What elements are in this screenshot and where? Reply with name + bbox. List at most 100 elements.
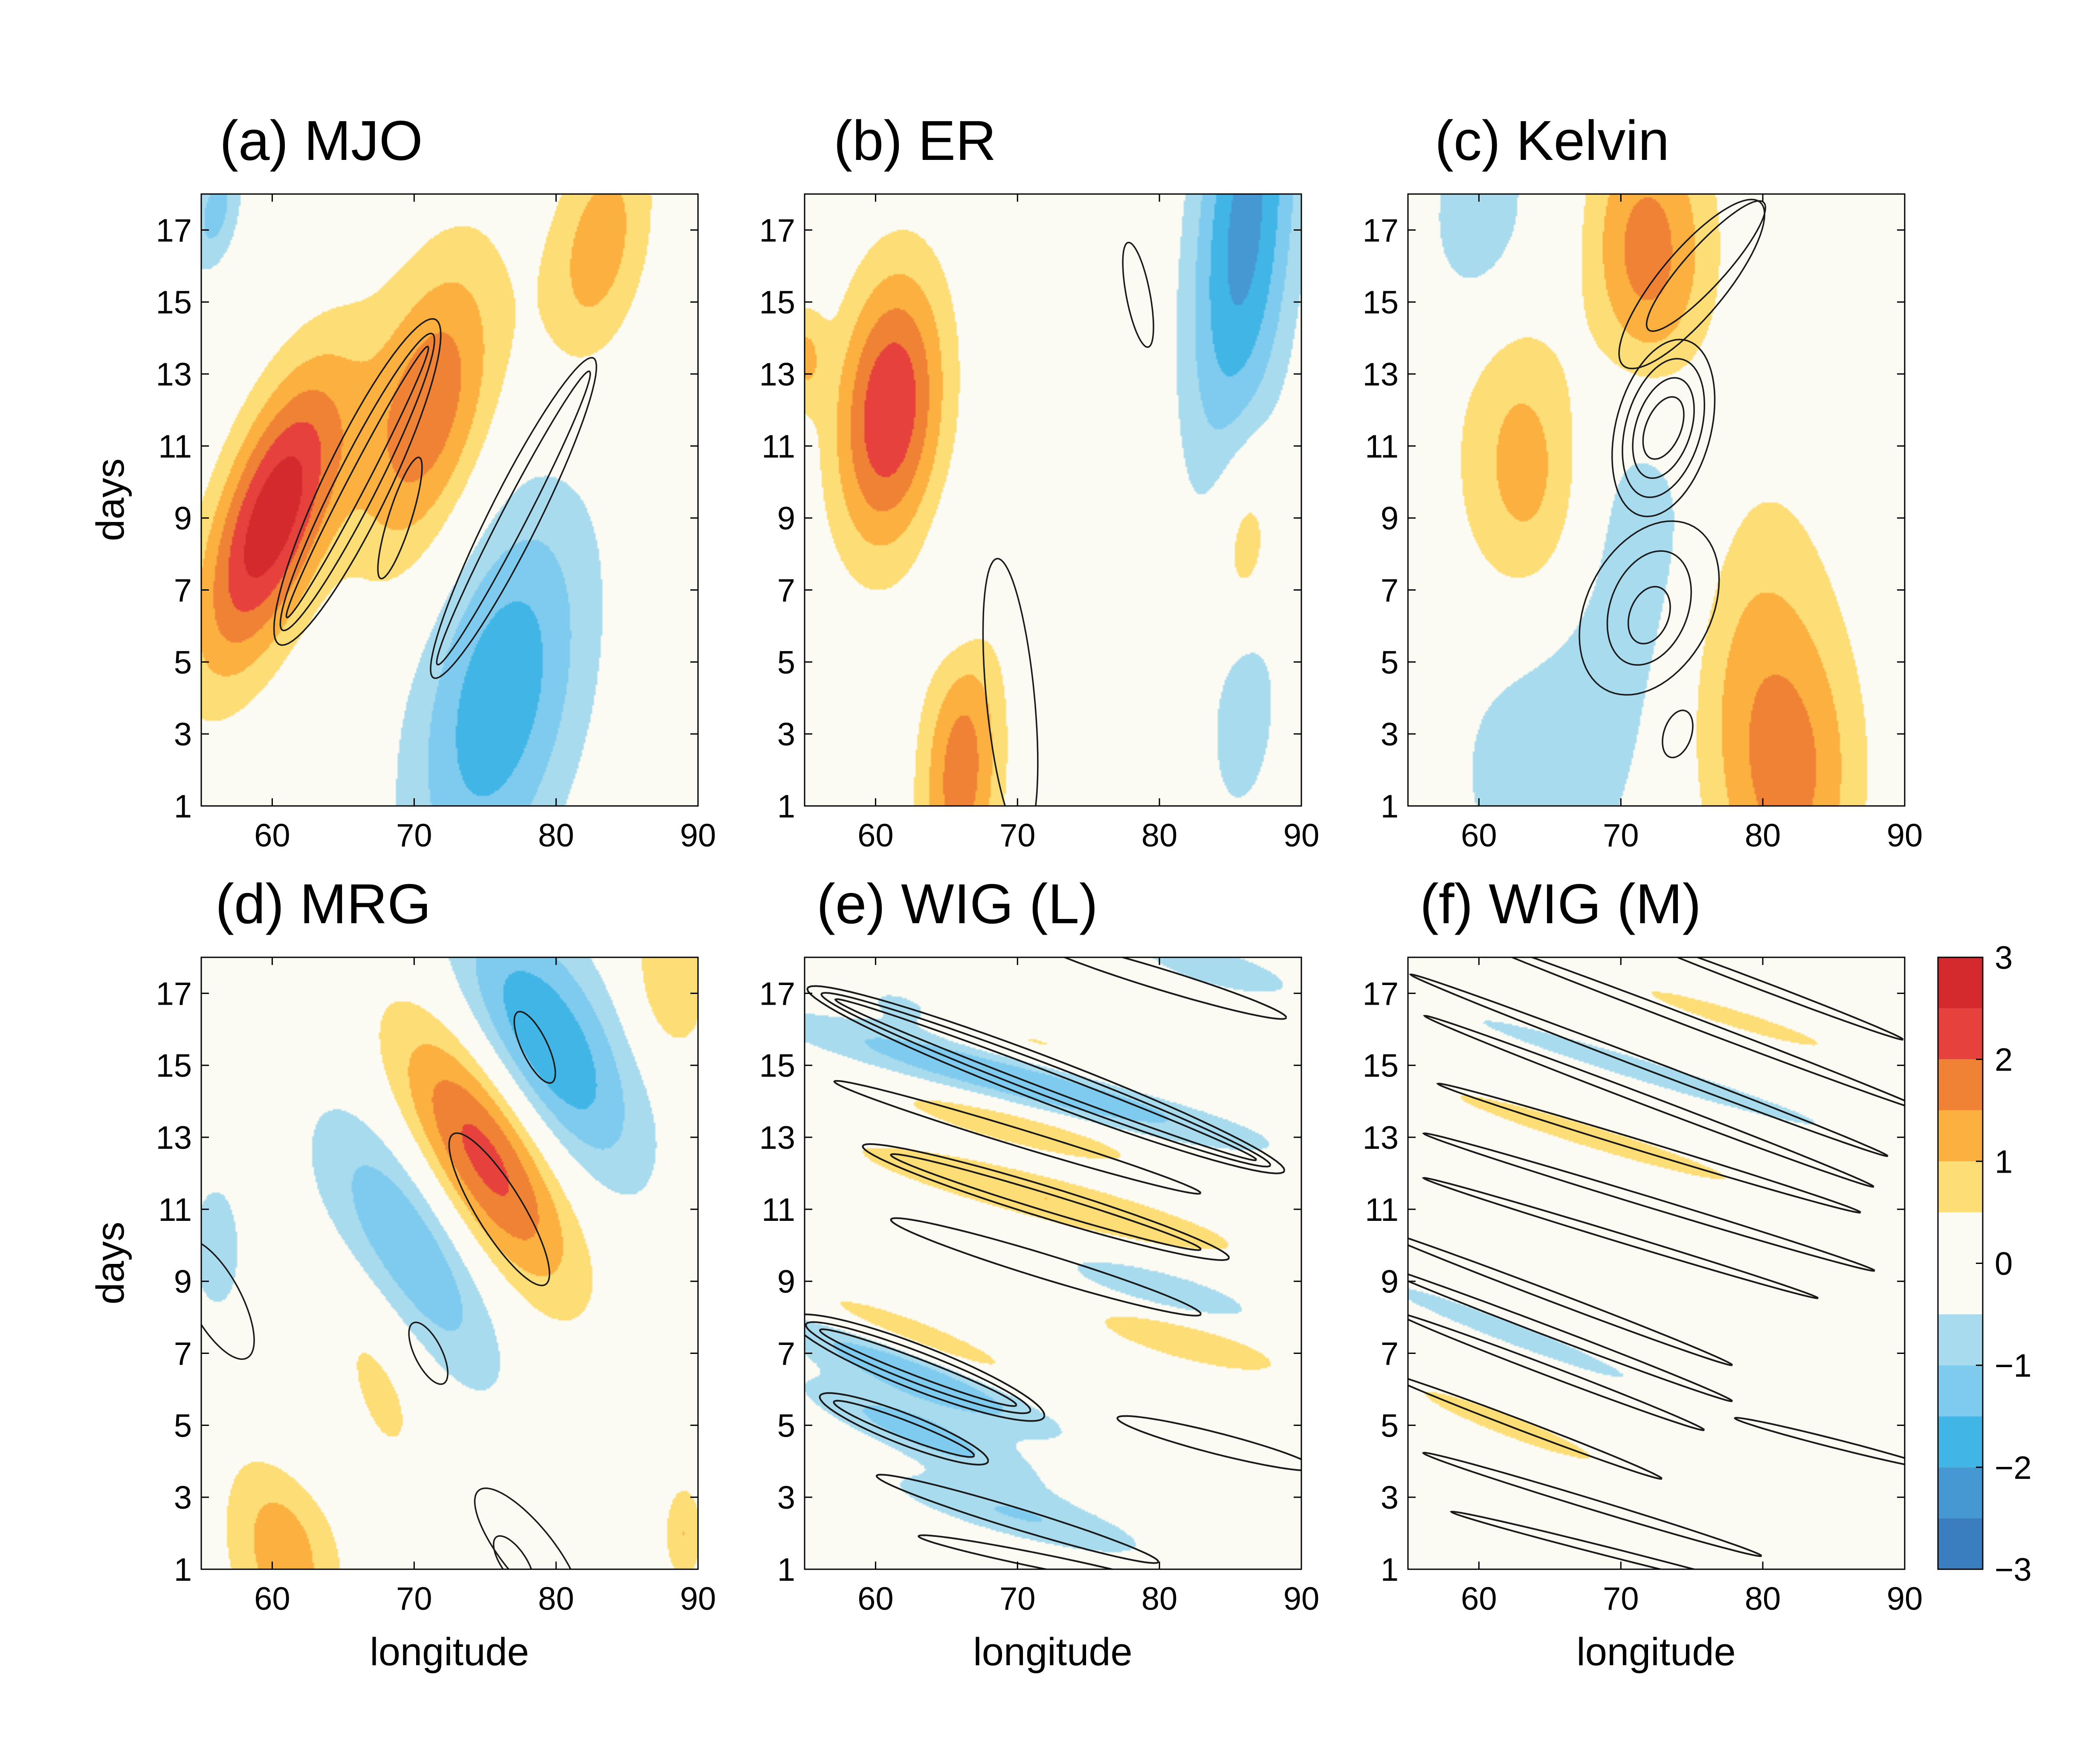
x-tick-label: 70 <box>396 817 432 854</box>
y-tick-label: 5 <box>777 644 795 681</box>
contour-line <box>474 1487 572 1569</box>
x-tick-label: 60 <box>857 817 894 854</box>
y-tick-label: 9 <box>174 501 192 537</box>
x-tick-label: 70 <box>999 1581 1036 1617</box>
contour-line <box>273 318 442 646</box>
y-tick-label: 11 <box>762 1192 795 1228</box>
y-tick-label: 1 <box>1381 1552 1399 1588</box>
colorbar-segment <box>1938 1059 1983 1110</box>
contour-line <box>1116 1415 1301 1472</box>
contour-line <box>448 1132 550 1287</box>
y-tick-label: 9 <box>777 1264 795 1300</box>
contour-line <box>1422 1452 1762 1557</box>
panel-d-mrg: (d) MRG days longitude 60 70 80 90135791113… <box>89 872 716 1674</box>
contour-line <box>875 1474 1159 1564</box>
x-tick-label: 80 <box>1141 817 1178 854</box>
contour-line <box>890 1217 1202 1317</box>
contour-lines <box>805 957 1301 1569</box>
colorbar-tick-label: −2 <box>1995 1450 2032 1486</box>
x-tick-label: 90 <box>1283 1581 1320 1617</box>
y-tick-label: 13 <box>156 1120 192 1156</box>
contour-line <box>1662 710 1694 759</box>
y-tick-label: 17 <box>1362 976 1399 1012</box>
contour-line <box>833 1080 1202 1195</box>
contour-line <box>408 1321 449 1385</box>
contour-line <box>861 1143 1230 1261</box>
contour-line <box>492 1535 532 1569</box>
contour-line <box>833 1400 975 1458</box>
x-tick-label: 90 <box>1887 1581 1923 1617</box>
y-tick-label: 11 <box>1365 429 1399 465</box>
colorbar-segment <box>1938 1212 1983 1315</box>
x-tick-label: 80 <box>538 817 574 854</box>
y-tick-label: 5 <box>1381 644 1399 681</box>
x-tick-label: 90 <box>1283 817 1320 854</box>
axes-frame <box>804 956 1302 1570</box>
y-tick-label: 17 <box>156 212 192 249</box>
y-tick-label: 15 <box>1362 284 1399 321</box>
y-tick-label: 11 <box>158 429 192 465</box>
x-tick-label: 80 <box>1141 1581 1178 1617</box>
y-tick-label: 15 <box>156 284 192 321</box>
contour-line <box>1627 586 1671 645</box>
colorbar-segment <box>1938 1518 1983 1569</box>
contour-line <box>1611 339 1716 517</box>
colorbar-segment <box>1938 1467 1983 1518</box>
colorbar-tick-label: 0 <box>1995 1246 2013 1282</box>
y-tick-label: 7 <box>1381 1336 1399 1372</box>
y-tick-label: 13 <box>156 356 192 393</box>
contour-line <box>805 1313 1046 1422</box>
y-tick-label: 7 <box>1381 573 1399 609</box>
colorbar-segment <box>1938 957 1983 1008</box>
y-tick-label: 1 <box>174 1552 192 1588</box>
field-shading <box>805 194 1301 806</box>
y-tick-label: 5 <box>174 1408 192 1444</box>
panel-title: (d) MRG <box>215 872 431 935</box>
y-tick-label: 17 <box>156 976 192 1012</box>
colorbar-tick-label: 1 <box>1995 1144 2013 1180</box>
colorbar-tick-label: −3 <box>1995 1552 2032 1588</box>
axes-frame <box>804 193 1302 807</box>
x-axis-label: longitude <box>1576 1630 1735 1674</box>
contour-line <box>1606 550 1692 666</box>
contour-line <box>377 456 423 580</box>
y-tick-label: 11 <box>1365 1192 1399 1228</box>
axes-frame <box>1407 193 1906 807</box>
contour-line <box>1675 957 1904 1041</box>
colorbar-segment <box>1938 1314 1983 1365</box>
contour-line <box>1408 974 1889 1157</box>
contour-line <box>834 998 1257 1161</box>
y-tick-label: 11 <box>158 1192 192 1228</box>
contour-line <box>1408 1273 1733 1403</box>
y-tick-label: 9 <box>174 1264 192 1300</box>
contour-line <box>805 1321 1031 1414</box>
panel-e-wig-l: (e) WIG (L) longitude 60 70 80 901357911131… <box>759 872 1319 1674</box>
x-tick-label: 60 <box>857 1581 894 1617</box>
contour-line <box>1408 1237 1733 1366</box>
contour-line <box>1618 198 1766 370</box>
contour-line <box>1422 1177 1819 1299</box>
panel-title: (a) MJO <box>220 109 423 172</box>
x-tick-label: 70 <box>396 1581 432 1617</box>
panel-f-wig-m: (f) WIG (M) longitude 60 70 80 901357911131… <box>1362 872 1923 1674</box>
colorbar-segment <box>1938 1008 1983 1060</box>
contour-line <box>819 1392 989 1466</box>
y-tick-label: 5 <box>174 644 192 681</box>
contour-line <box>1449 1510 1697 1569</box>
y-tick-label: 3 <box>1381 1480 1399 1516</box>
y-tick-label: 1 <box>777 1552 795 1588</box>
contour-line <box>436 370 591 666</box>
contour-line <box>1122 241 1154 348</box>
contour-line <box>1642 396 1685 460</box>
y-tick-label: 13 <box>759 1120 795 1156</box>
contour-line <box>1436 1082 1861 1214</box>
panel-title: (c) Kelvin <box>1435 109 1669 172</box>
y-tick-label: 3 <box>1381 716 1399 753</box>
y-tick-label: 1 <box>777 788 795 825</box>
x-tick-label: 70 <box>1603 817 1639 854</box>
y-tick-label: 5 <box>777 1408 795 1444</box>
field-shading <box>201 957 698 1569</box>
y-tick-label: 7 <box>777 573 795 609</box>
colorbar: 3 2 1 0 −1 −2 −3 <box>1937 940 2032 1588</box>
